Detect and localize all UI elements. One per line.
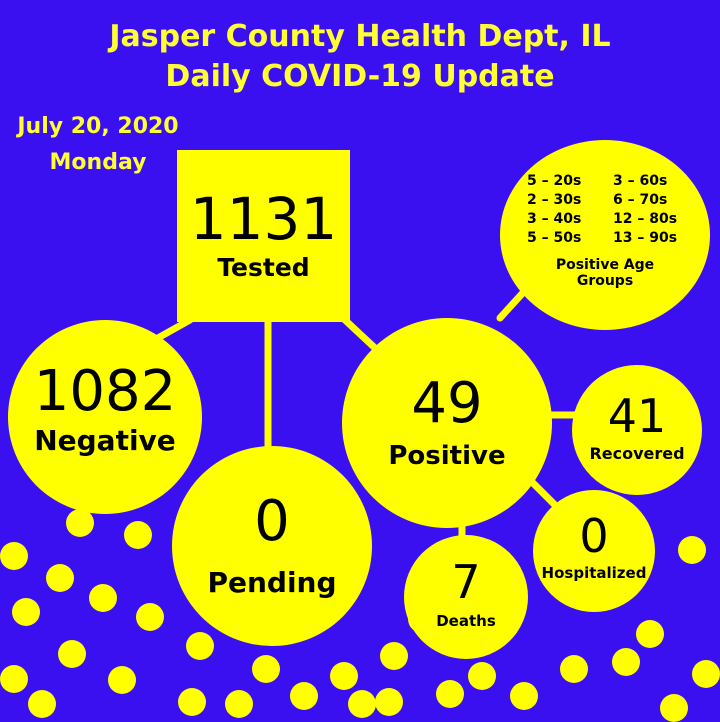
decorative-dot: [348, 690, 376, 718]
decorative-dot: [108, 666, 136, 694]
age-groups-circle: 5 – 20s 3 – 60s 2 – 30s 6 – 70s 3 – 40s …: [500, 140, 710, 330]
decorative-dot: [12, 598, 40, 626]
deaths-value: 7: [451, 554, 481, 609]
recovered-circle: 41 Recovered: [572, 365, 702, 495]
decorative-dot: [375, 688, 403, 716]
decorative-dot: [636, 620, 664, 648]
decorative-dot: [612, 648, 640, 676]
decorative-dot: [510, 682, 538, 710]
decorative-dot: [89, 584, 117, 612]
decorative-dot: [290, 682, 318, 710]
decorative-dot: [66, 509, 94, 537]
age-group-entry: 3 – 60s: [613, 173, 668, 190]
connector-tested-positive: [341, 316, 379, 352]
age-group-entry: 13 – 90s: [613, 230, 678, 247]
decorative-dot: [46, 564, 74, 592]
weekday-label: Monday: [49, 150, 147, 175]
pending-label: Pending: [207, 565, 337, 599]
negative-label: Negative: [34, 423, 176, 457]
decorative-dot: [58, 640, 86, 668]
negative-circle: 1082 Negative: [8, 320, 202, 514]
decorative-dot: [660, 694, 688, 722]
hospitalized-label: Hospitalized: [541, 563, 647, 582]
negative-value: 1082: [33, 358, 177, 424]
decorative-dot: [436, 680, 464, 708]
date-label: July 20, 2020: [17, 114, 179, 139]
age-group-entry: 6 – 70s: [613, 192, 668, 209]
positive-label: Positive: [388, 440, 506, 471]
positive-circle: 49 Positive: [342, 318, 552, 528]
hospitalized-circle: 0 Hospitalized: [533, 490, 655, 612]
age-groups-list: 5 – 20s 3 – 60s 2 – 30s 6 – 70s 3 – 40s …: [527, 173, 683, 246]
pending-value: 0: [254, 488, 290, 554]
recovered-label: Recovered: [589, 444, 685, 464]
decorative-dot: [178, 688, 206, 716]
decorative-dot: [0, 665, 28, 693]
deaths-label: Deaths: [436, 611, 496, 630]
age-group-entry: 12 – 80s: [613, 211, 678, 228]
age-group-entry: 2 – 30s: [527, 192, 582, 209]
decorative-dot: [136, 603, 164, 631]
recovered-value: 41: [607, 389, 667, 444]
age-group-entry: 5 – 20s: [527, 173, 582, 190]
decorative-dot: [678, 536, 706, 564]
age-group-entry: 3 – 40s: [527, 211, 582, 228]
decorative-dot: [560, 655, 588, 683]
decorative-dot: [252, 655, 280, 683]
age-groups-title: Positive Age Groups: [555, 257, 655, 289]
pending-circle: 0 Pending: [172, 446, 372, 646]
decorative-dot: [225, 690, 253, 718]
tested-label: Tested: [217, 253, 310, 283]
decorative-dot: [408, 605, 436, 633]
decorative-dot: [330, 662, 358, 690]
positive-value: 49: [411, 370, 483, 436]
decorative-dot: [28, 690, 56, 718]
decorative-dot: [692, 660, 720, 688]
title-line-1: Jasper County Health Dept, IL: [109, 19, 611, 54]
hospitalized-value: 0: [579, 508, 609, 563]
deaths-circle: 7 Deaths: [404, 535, 528, 659]
tested-value: 1131: [189, 185, 338, 254]
decorative-dot: [124, 521, 152, 549]
decorative-dot: [380, 642, 408, 670]
decorative-dot: [186, 632, 214, 660]
age-group-entry: 5 – 50s: [527, 230, 582, 247]
decorative-dot: [468, 662, 496, 690]
tested-box: 1131 Tested: [177, 150, 350, 322]
title-line-2: Daily COVID-19 Update: [165, 59, 555, 94]
decorative-dot: [0, 542, 28, 570]
